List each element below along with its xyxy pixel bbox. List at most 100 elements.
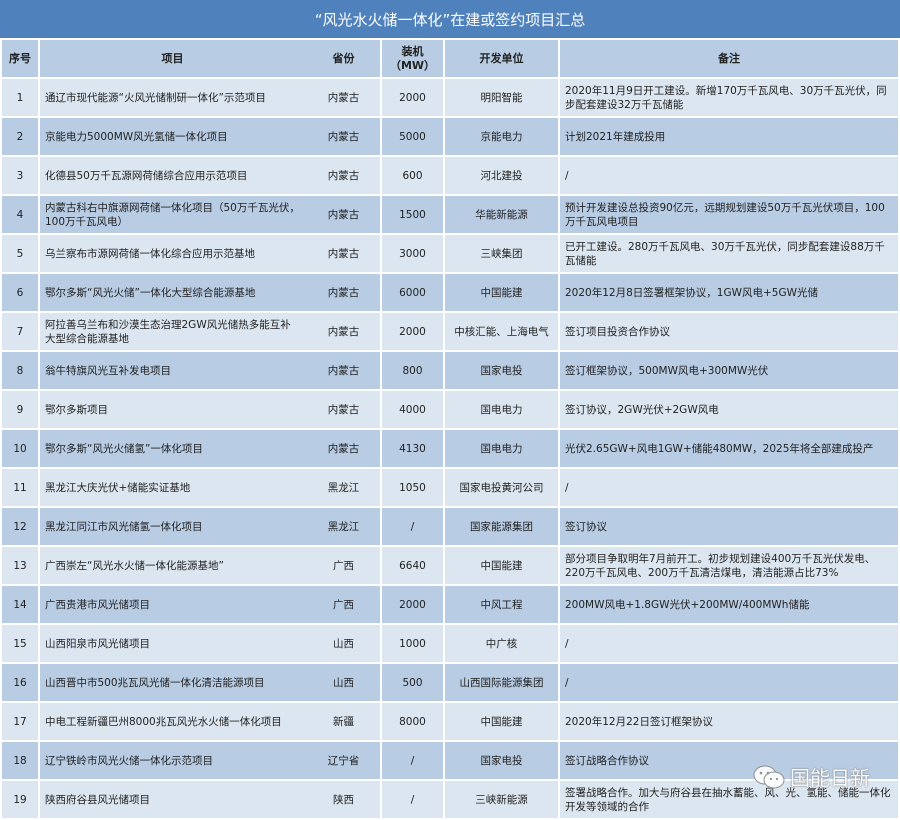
cell-developer: 京能电力: [443, 117, 560, 157]
cell-capacity: 2000: [380, 78, 445, 118]
cell-row-number: 13: [0, 546, 40, 586]
cell-remark: 已开工建设。280万千瓦风电、30万千瓦光伏，同步配套建设88万千瓦储能: [558, 234, 900, 274]
cell-project-name: 鄂尔多斯项目: [38, 390, 306, 430]
cell-remark: 2020年12月8日签署框架协议，1GW风电+5GW光储: [558, 273, 900, 313]
cell-province: 内蒙古: [305, 351, 382, 391]
watermark: 国能日新: [752, 762, 870, 791]
cell-row-number: 1: [0, 78, 40, 118]
cell-developer: 华能新能源: [443, 195, 560, 235]
cell-province: 内蒙古: [305, 273, 382, 313]
table-row: 10 鄂尔多斯“风光火储氢”一体化项目 内蒙古 4130 国电电力 光伏2.65GW+风电…: [0, 429, 900, 469]
cell-row-number: 7: [0, 312, 40, 352]
cell-row-number: 19: [0, 780, 40, 820]
cell-province: 辽宁省: [305, 741, 382, 781]
cell-remark: 光伏2.65GW+风电1GW+储能480MW，2025年将全部建成投产: [558, 429, 900, 469]
cell-developer: 国家能源集团: [443, 507, 560, 547]
cell-project-name: 内蒙古科右中旗源网荷储一体化项目（50万千瓦光伏，100万千瓦风电）: [38, 195, 306, 235]
cell-remark: 计划2021年建成投用: [558, 117, 900, 157]
cell-project-name: 山西晋中市500兆瓦风光储一体化清洁能源项目: [38, 663, 306, 703]
cell-remark: 签订战略合作协议: [558, 741, 900, 781]
cell-capacity: 500: [380, 663, 445, 703]
cell-capacity: /: [380, 780, 445, 820]
cell-project-name: 京能电力5000MW风光氢储一体化项目: [38, 117, 306, 157]
cell-province: 内蒙古: [305, 156, 382, 196]
table-title: “风光水火储一体化”在建或签约项目汇总: [0, 0, 900, 38]
table-row: 17 中电工程新疆巴州8000兆瓦风光水火储一体化项目 新疆 8000 中国能建 2020…: [0, 702, 900, 742]
cell-remark: /: [558, 468, 900, 508]
cell-capacity: 3000: [380, 234, 445, 274]
cell-row-number: 8: [0, 351, 40, 391]
table-row: 8 翁牛特旗风光互补发电项目 内蒙古 800 国家电投 签订框架协议，500MW风电+30…: [0, 351, 900, 391]
cell-remark: 200MW风电+1.8GW光伏+200MW/400MWh储能: [558, 585, 900, 625]
cell-capacity: 1500: [380, 195, 445, 235]
header-remark: 备注: [558, 40, 900, 79]
cell-province: 黑龙江: [305, 468, 382, 508]
cell-capacity: /: [380, 741, 445, 781]
cell-developer: 中广核: [443, 624, 560, 664]
cell-capacity: 2000: [380, 585, 445, 625]
cell-project-name: 黑龙江大庆光伏+储能实证基地: [38, 468, 306, 508]
watermark-text: 国能日新: [790, 766, 870, 790]
cell-row-number: 17: [0, 702, 40, 742]
table-row: 4 内蒙古科右中旗源网荷储一体化项目（50万千瓦光伏，100万千瓦风电） 内蒙古 15…: [0, 195, 900, 235]
cell-province: 山西: [305, 624, 382, 664]
cell-province: 新疆: [305, 702, 382, 742]
cell-project-name: 黑龙江同江市风光储氢一体化项目: [38, 507, 306, 547]
cell-remark: 2020年12月22日签订框架协议: [558, 702, 900, 742]
cell-developer: 国家电投: [443, 351, 560, 391]
cell-remark: 签署战略合作。加大与府谷县在抽水蓄能、风、光、氢能、储能一体化开发等领域的合作: [558, 780, 900, 820]
cell-capacity: 600: [380, 156, 445, 196]
cell-capacity: 6000: [380, 273, 445, 313]
cell-project-name: 翁牛特旗风光互补发电项目: [38, 351, 306, 391]
cell-province: 黑龙江: [305, 507, 382, 547]
cell-project-name: 陕西府谷县风光储项目: [38, 780, 306, 820]
cell-remark: 签订项目投资合作协议: [558, 312, 900, 352]
table-row: 11 黑龙江大庆光伏+储能实证基地 黑龙江 1050 国家电投黄河公司 /: [0, 468, 900, 508]
cell-project-name: 山西阳泉市风光储项目: [38, 624, 306, 664]
cell-developer: 三峡新能源: [443, 780, 560, 820]
cell-project-name: 乌兰察布市源网荷储一体化综合应用示范基地: [38, 234, 306, 274]
table-row: 19 陕西府谷县风光储项目 陕西 / 三峡新能源 签署战略合作。加大与府谷县在抽水蓄能、风…: [0, 780, 900, 820]
cell-capacity: 4130: [380, 429, 445, 469]
table-row: 15 山西阳泉市风光储项目 山西 1000 中广核 /: [0, 624, 900, 664]
cell-capacity: 5000: [380, 117, 445, 157]
cell-developer: 中核汇能、上海电气: [443, 312, 560, 352]
table-row: 18 辽宁铁岭市风光火储一体化示范项目 辽宁省 / 国家电投 签订战略合作协议: [0, 741, 900, 781]
cell-project-name: 鄂尔多斯“风光火储氢”一体化项目: [38, 429, 306, 469]
cell-capacity: 2000: [380, 312, 445, 352]
cell-project-name: 中电工程新疆巴州8000兆瓦风光水火储一体化项目: [38, 702, 306, 742]
wechat-icon: [753, 765, 785, 788]
cell-developer: 中国能建: [443, 273, 560, 313]
cell-row-number: 4: [0, 195, 40, 235]
cell-province: 内蒙古: [305, 390, 382, 430]
cell-row-number: 2: [0, 117, 40, 157]
cell-row-number: 14: [0, 585, 40, 625]
cell-developer: 国电电力: [443, 429, 560, 469]
cell-developer: 国家电投黄河公司: [443, 468, 560, 508]
cell-developer: 国家电投: [443, 741, 560, 781]
cell-remark: /: [558, 156, 900, 196]
cell-capacity: 800: [380, 351, 445, 391]
cell-developer: 三峡集团: [443, 234, 560, 274]
cell-capacity: /: [380, 507, 445, 547]
cell-capacity: 1000: [380, 624, 445, 664]
cell-capacity: 4000: [380, 390, 445, 430]
header-developer: 开发单位: [443, 40, 560, 79]
cell-project-name: 鄂尔多斯“风光火储”一体化大型综合能源基地: [38, 273, 306, 313]
cell-row-number: 12: [0, 507, 40, 547]
cell-developer: 中国能建: [443, 702, 560, 742]
cell-developer: 中风工程: [443, 585, 560, 625]
cell-row-number: 5: [0, 234, 40, 274]
cell-province: 内蒙古: [305, 78, 382, 118]
table-row: 1 通辽市现代能源“火风光储制研一体化”示范项目 内蒙古 2000 明阳智能 2020年1…: [0, 78, 900, 118]
header-province: 省份: [305, 40, 382, 79]
cell-project-name: 通辽市现代能源“火风光储制研一体化”示范项目: [38, 78, 306, 118]
cell-developer: 河北建投: [443, 156, 560, 196]
cell-remark: 预计开发建设总投资90亿元，远期规划建设50万千瓦光伏项目，100万千瓦风电项目: [558, 195, 900, 235]
cell-remark: 签订协议: [558, 507, 900, 547]
table-row: 6 鄂尔多斯“风光火储”一体化大型综合能源基地 内蒙古 6000 中国能建 2020年12…: [0, 273, 900, 313]
cell-project-name: 广西崇左“风光水火储一体化能源基地”: [38, 546, 306, 586]
cell-row-number: 3: [0, 156, 40, 196]
cell-project-name: 广西贵港市风光储项目: [38, 585, 306, 625]
cell-remark: 部分项目争取明年7月前开工。初步规划建设400万千瓦光伏发电、220万千瓦风电、…: [558, 546, 900, 586]
